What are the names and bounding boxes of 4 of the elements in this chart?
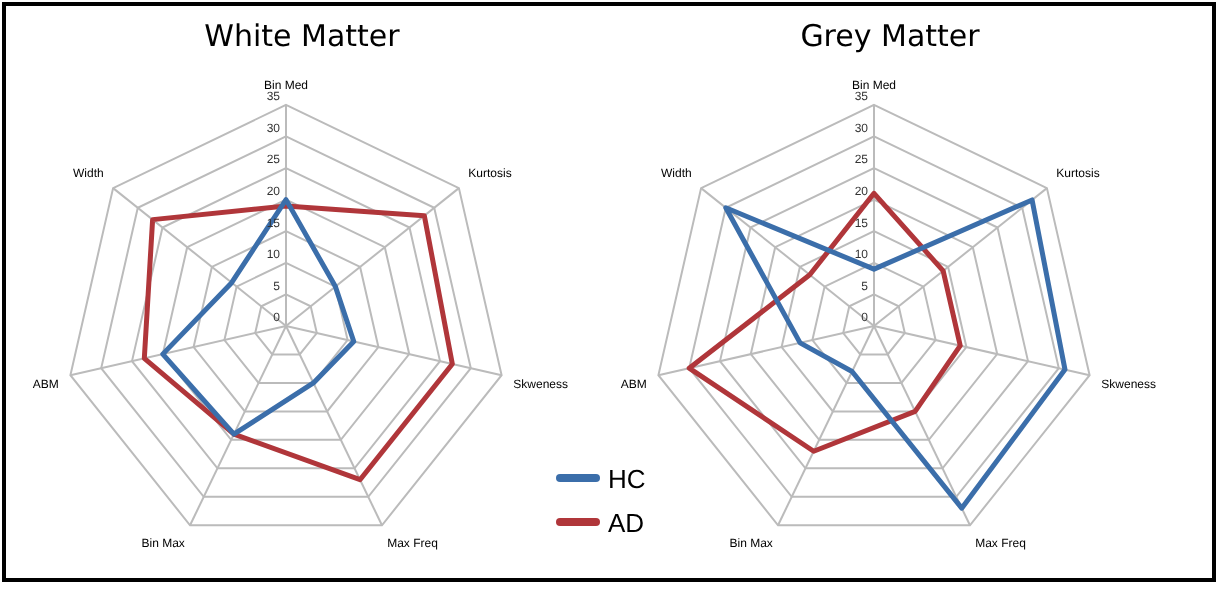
legend-label: AD [608,507,645,537]
chart-title: Grey Matter [800,17,982,54]
legend-label: HC [608,463,646,493]
chart-title: White Matter [204,17,402,54]
